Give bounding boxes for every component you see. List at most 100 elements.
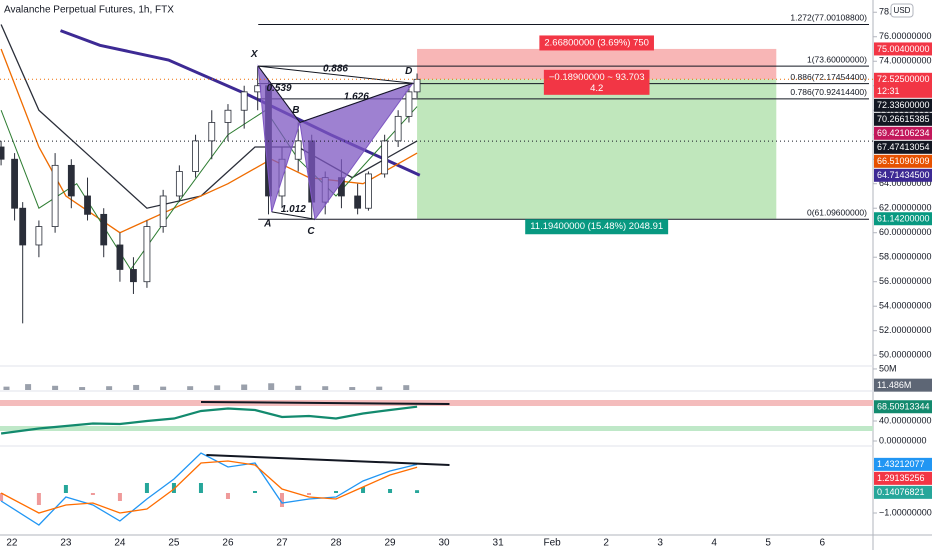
price-badge-label: 61.14200000 — [877, 214, 930, 224]
histogram-bar — [36, 493, 41, 505]
pattern-point-label: C — [307, 226, 315, 237]
fib-label: 0.786(70.92414400) — [790, 87, 867, 97]
indicator-line — [0, 452, 418, 526]
label-box — [539, 35, 654, 51]
indicator-line — [0, 460, 418, 514]
volume-bar — [214, 385, 221, 390]
volume-bar — [376, 386, 383, 390]
price-badge — [874, 42, 932, 56]
y-tick-label: 60.00000000 — [879, 227, 932, 237]
price-badge — [874, 457, 932, 471]
pattern-ratio: 0.539 — [267, 83, 292, 94]
price-badge — [874, 72, 932, 98]
volume-bar — [241, 384, 248, 390]
volume-bar — [133, 384, 140, 390]
x-tick-label: 29 — [384, 538, 396, 549]
price-badge-label: 1.43212077 — [877, 459, 925, 469]
y-tick-label: 78.0 — [879, 7, 897, 17]
x-tick-label: 30 — [439, 538, 451, 549]
y-tick-label: 50M — [879, 363, 897, 373]
y-tick-label: 40.00000000 — [879, 415, 932, 425]
reward-zone — [417, 79, 777, 219]
x-tick-label: 6 — [819, 538, 825, 549]
band — [0, 426, 873, 431]
pnl-label: −0.18900000 ~ 93.703 — [549, 72, 645, 83]
price-badge — [874, 212, 932, 226]
pattern-leg — [257, 65, 301, 123]
volume-bar — [187, 386, 194, 390]
price-badge — [874, 471, 932, 485]
label-box — [543, 69, 650, 95]
x-tick-label: 4 — [711, 538, 717, 549]
fib-label: 0.886(72.17454400) — [790, 72, 867, 82]
x-tick-label: 26 — [222, 538, 234, 549]
candle-body — [192, 140, 199, 172]
pattern-ratio: 0.886 — [323, 63, 348, 74]
volume-bar — [52, 385, 59, 390]
price-badge — [874, 112, 932, 126]
candle-body — [19, 207, 27, 246]
volume-bar — [79, 387, 86, 390]
pattern-point-label: B — [292, 105, 299, 116]
histogram-bar — [415, 490, 420, 493]
price-badge-sub: 12:31 — [877, 86, 900, 96]
chart-title: Avalanche Perpetual Futures, 1h, FTX — [4, 5, 174, 16]
pattern-leg — [299, 82, 413, 123]
price-badge-label: 72.33600000 — [877, 100, 930, 110]
histogram-bar — [361, 487, 366, 493]
candle-body — [130, 269, 137, 283]
currency-button[interactable] — [890, 3, 914, 18]
fib-label: 1.272(77.00108800) — [790, 13, 867, 23]
price-badge — [874, 140, 932, 154]
volume-bar — [349, 387, 356, 390]
candle-body — [354, 195, 362, 209]
pattern-ratio: 1.626 — [344, 92, 369, 103]
price-badge — [874, 400, 932, 414]
candle-body — [294, 140, 302, 160]
histogram-bar — [0, 493, 4, 501]
x-tick-label: 23 — [60, 538, 72, 549]
price-badge — [874, 168, 932, 182]
histogram-bar — [63, 485, 68, 493]
y-tick-label: 58.00000000 — [879, 252, 932, 262]
volume-bar — [295, 385, 302, 390]
x-tick-label: 24 — [114, 538, 126, 549]
candle-body — [159, 195, 167, 227]
indicator-line — [0, 405, 418, 435]
x-tick-label: 28 — [330, 538, 342, 549]
candle-body — [0, 146, 5, 160]
candle-body — [208, 122, 216, 142]
x-tick-label: Feb — [543, 538, 561, 549]
histogram-bar — [279, 493, 284, 507]
histogram-bar — [307, 493, 312, 495]
candle-body — [405, 91, 413, 117]
y-tick-label: 54.00000000 — [879, 301, 932, 311]
volume-bar — [25, 384, 32, 390]
price-badge-label: 0.14076821 — [877, 487, 925, 497]
y-tick-label: 56.00000000 — [879, 276, 932, 286]
price-badge-label: 69.42106234 — [877, 128, 930, 138]
histogram-bar — [198, 483, 203, 493]
x-tick-label: 25 — [168, 538, 180, 549]
risk-label: 2.66800000 (3.69%) 750 — [544, 37, 649, 48]
candle-body — [143, 226, 151, 283]
candle-body — [51, 164, 59, 227]
pattern-leg — [271, 211, 316, 220]
x-tick-label: 22 — [6, 538, 18, 549]
y-tick-label: 62.00000000 — [879, 203, 932, 213]
histogram-bar — [225, 493, 230, 499]
pattern-point-label: D — [405, 66, 412, 77]
histogram-bar — [334, 491, 339, 493]
candle-body — [116, 244, 124, 270]
candle-body — [224, 109, 232, 123]
price-badge-label: 70.26615385 — [877, 114, 930, 124]
price-badge — [874, 154, 932, 168]
price-badge — [874, 378, 932, 392]
currency[interactable]: USD — [894, 6, 911, 15]
volume-bar — [160, 386, 167, 390]
histogram-bar — [252, 491, 257, 493]
volume-bar — [3, 386, 10, 390]
price-badge-label: 67.47413054 — [877, 142, 930, 152]
y-tick-label: 0.00000000 — [879, 435, 927, 445]
